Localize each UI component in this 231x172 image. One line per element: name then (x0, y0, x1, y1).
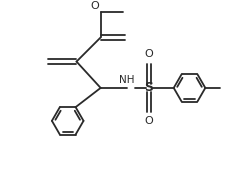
Text: NH: NH (119, 75, 134, 85)
Text: O: O (144, 49, 153, 59)
Text: O: O (90, 1, 98, 11)
Text: O: O (144, 116, 153, 126)
Text: S: S (144, 81, 153, 94)
